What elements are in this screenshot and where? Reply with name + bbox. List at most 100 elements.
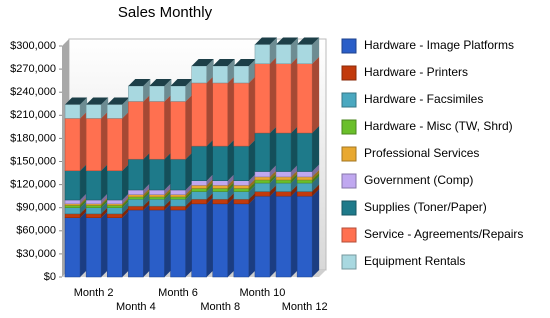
bar-side <box>185 182 193 195</box>
bar-side <box>269 172 277 184</box>
bar-side <box>101 193 109 204</box>
bar-side <box>122 196 130 206</box>
bar-side <box>206 139 214 181</box>
bar-segment <box>149 189 165 195</box>
legend-swatch <box>341 119 357 135</box>
bar-side <box>312 56 320 134</box>
bar-side <box>143 182 151 195</box>
bar-segment <box>233 82 250 147</box>
bar-segment <box>64 170 81 201</box>
bar-segment <box>233 188 250 192</box>
bar-cap <box>276 37 299 45</box>
bar-side <box>164 152 172 190</box>
bar-side <box>291 184 299 197</box>
bar-cap <box>107 97 130 105</box>
bar-side <box>248 139 256 181</box>
bar-side <box>291 176 299 192</box>
bar-segment <box>128 196 144 200</box>
bar-side <box>101 97 109 119</box>
bar-side <box>80 193 88 204</box>
bar-segment <box>107 217 123 278</box>
y-tick-label: $60,000 <box>16 225 56 237</box>
bar-segment <box>296 191 313 197</box>
legend-label: Hardware - Facsimiles <box>364 92 483 106</box>
bar-side <box>185 152 193 190</box>
chart-title: Sales Monthly <box>118 4 213 21</box>
bar-segment <box>64 118 81 171</box>
bar-segment <box>85 213 102 218</box>
legend-swatch <box>341 254 357 270</box>
y-tick-label: $150,000 <box>10 155 56 167</box>
bar-side <box>269 169 277 180</box>
bar-segment <box>64 213 81 218</box>
bar-segment <box>254 44 271 64</box>
bar-segment <box>191 82 207 147</box>
bar-segment <box>128 85 144 102</box>
legend-swatch <box>341 92 357 108</box>
bar-side <box>164 189 172 200</box>
bar-segment <box>233 198 250 205</box>
bar-segment <box>149 101 165 160</box>
bar-side <box>122 200 130 214</box>
bar-segment <box>149 198 165 207</box>
bar-segment <box>64 104 81 119</box>
bar-segment <box>233 65 250 84</box>
bar-segment <box>170 196 186 200</box>
bar-segment <box>233 203 250 278</box>
bar-side <box>248 181 256 192</box>
bar-segment <box>296 63 313 134</box>
bar-side <box>143 187 151 197</box>
y-tick-label: $180,000 <box>10 132 56 144</box>
bar-segment <box>191 185 207 189</box>
bar-side <box>227 181 235 192</box>
bar-segment <box>149 85 165 102</box>
bar-segment <box>128 198 144 207</box>
bar-segment <box>275 44 292 64</box>
bar-side <box>80 200 88 214</box>
bar-segment <box>128 209 144 278</box>
bar-side <box>227 178 235 189</box>
bar-segment <box>170 205 186 211</box>
bar-segment <box>296 182 313 192</box>
bar-cap <box>212 59 235 67</box>
y-tick-label: $90,000 <box>16 202 56 214</box>
bar-side <box>227 196 235 277</box>
bar-segment <box>107 207 123 215</box>
bar-side <box>269 189 277 277</box>
x-tick-label: Month 8 <box>200 301 240 313</box>
legend-label: Hardware - Image Platforms <box>364 38 514 52</box>
bar-segment <box>191 188 207 192</box>
legend-swatch <box>341 200 357 216</box>
bar-segment <box>128 205 144 211</box>
bar-segment <box>296 195 313 278</box>
bar-side <box>80 210 88 277</box>
bar-side <box>143 94 151 160</box>
bar-side <box>312 169 320 180</box>
bar-segment <box>254 191 271 197</box>
bar-side <box>164 94 172 160</box>
bar-segment <box>149 158 165 191</box>
bar-segment <box>170 101 186 160</box>
bar-side <box>269 176 277 192</box>
bar-segment <box>170 158 186 191</box>
bar-side <box>122 210 130 277</box>
bar-side <box>312 37 320 64</box>
bar-side <box>122 111 130 171</box>
legend-label: Equipment Rentals <box>364 254 465 268</box>
x-tick-label: Month 10 <box>240 287 286 299</box>
bar-segment <box>275 179 292 184</box>
bar-side <box>291 37 299 64</box>
y-tick-label: $240,000 <box>10 86 56 98</box>
bar-side <box>248 192 256 204</box>
bar-side <box>312 189 320 277</box>
bar-side <box>269 126 277 172</box>
bar-side <box>164 199 172 211</box>
bar-segment <box>254 63 271 134</box>
legend-swatch <box>341 173 357 189</box>
bar-segment <box>254 132 271 172</box>
bar-segment <box>128 194 144 198</box>
bar-side <box>206 173 214 186</box>
bar-side <box>185 187 193 197</box>
bar-segment <box>128 101 144 160</box>
bar-side <box>185 94 193 160</box>
